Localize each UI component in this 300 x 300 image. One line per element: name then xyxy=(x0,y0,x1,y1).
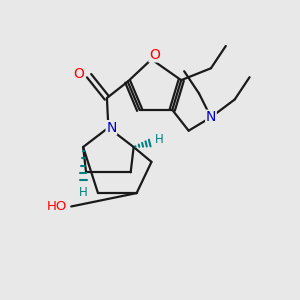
Text: N: N xyxy=(106,121,116,135)
Text: H: H xyxy=(79,186,88,199)
Text: H: H xyxy=(154,133,163,146)
Text: HO: HO xyxy=(46,200,67,213)
Text: O: O xyxy=(149,48,160,62)
Text: O: O xyxy=(74,67,85,81)
Text: N: N xyxy=(206,110,216,124)
